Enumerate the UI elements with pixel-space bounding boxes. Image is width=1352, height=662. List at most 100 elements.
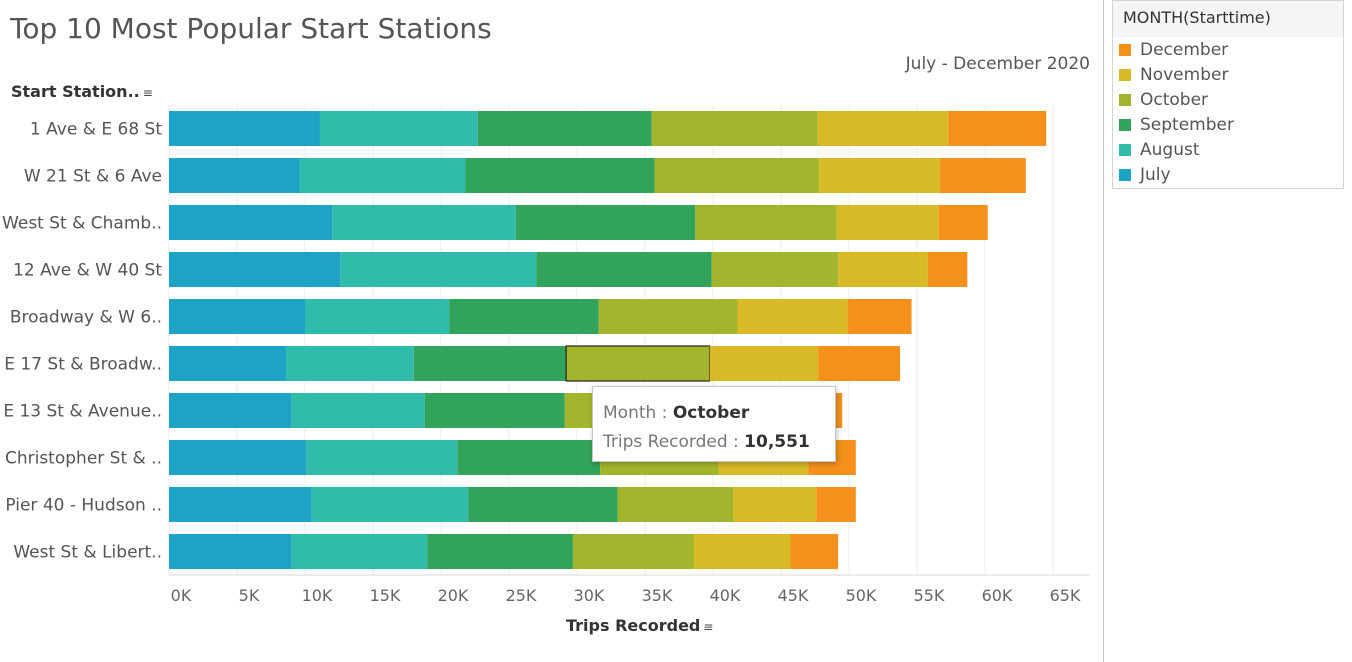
bar-segment-november[interactable] [693, 534, 791, 569]
bar-segment-december[interactable] [816, 487, 856, 522]
bar-segment-august[interactable] [311, 487, 469, 522]
bar-segment-july[interactable] [169, 299, 305, 334]
bar-segment-october[interactable] [617, 487, 734, 522]
bar-segment-september[interactable] [413, 346, 567, 381]
bar-segment-july[interactable] [169, 440, 307, 475]
bar-segment-september[interactable] [427, 534, 573, 569]
x-tick-label: 35K [642, 586, 673, 605]
bar-segment-november[interactable] [709, 346, 819, 381]
y-category-label[interactable]: West St & Chamb.. [2, 214, 162, 234]
legend-title[interactable]: MONTH(Starttime) [1113, 1, 1343, 37]
y-category-label[interactable]: 1 Ave & E 68 St [30, 120, 162, 140]
x-tick-label: 0K [171, 586, 192, 605]
bar-segment-july[interactable] [169, 111, 320, 146]
bar-segment-september[interactable] [477, 111, 652, 146]
bar-segment-december[interactable] [818, 346, 901, 381]
bar-segment-november[interactable] [819, 158, 941, 193]
bar-segment-september[interactable] [424, 393, 565, 428]
bar-segment-september[interactable] [465, 158, 655, 193]
legend-item-november[interactable]: November [1113, 62, 1343, 87]
x-tick-label: 5K [239, 586, 260, 605]
bar-segment-october[interactable] [695, 205, 837, 240]
y-category-label[interactable]: E 17 St & Broadw.. [4, 355, 162, 375]
bar-chart: 0K 5K 10K 15K 20K 25K 30K 35K 40K 45K 50K 55K 60K 65K… [2, 105, 1090, 605]
chart-subtitle: July - December 2020 [905, 54, 1090, 74]
bar-segment-july[interactable] [169, 205, 333, 240]
bar-segment-july[interactable] [169, 393, 292, 428]
legend-label: October [1140, 89, 1209, 110]
bar-segment-december[interactable] [790, 534, 839, 569]
tooltip-month-label: Month : [603, 403, 673, 423]
bar-segment-september[interactable] [515, 205, 696, 240]
bar-segment-october[interactable] [598, 299, 738, 334]
bar-segment-december[interactable] [938, 205, 988, 240]
bar-segment-october[interactable] [572, 534, 694, 569]
bar-segment-august[interactable] [319, 111, 478, 146]
legend-swatch [1119, 143, 1131, 156]
y-category-label[interactable]: E 13 St & Avenue.. [3, 402, 162, 422]
bar-segment-august[interactable] [299, 158, 466, 193]
legend-item-september[interactable]: September [1113, 112, 1343, 137]
bar-segment-august[interactable] [291, 393, 425, 428]
bar-segment-august[interactable] [306, 440, 458, 475]
y-category-label[interactable]: Broadway & W 6.. [10, 308, 162, 328]
bar-segment-october[interactable] [711, 252, 839, 287]
bar-segment-august[interactable] [285, 346, 414, 381]
legend-item-october[interactable]: October [1113, 87, 1343, 112]
bar-segment-october[interactable] [654, 158, 820, 193]
bar-segment-september[interactable] [457, 440, 601, 475]
x-tick-label: 45K [778, 586, 809, 605]
y-category-label[interactable]: W 21 St & 6 Ave [24, 167, 162, 187]
bar-segment-december[interactable] [940, 158, 1026, 193]
x-tick-label: 10K [302, 586, 333, 605]
legend-label: November [1140, 64, 1229, 85]
bar-segment-december[interactable] [948, 111, 1047, 146]
sort-icon[interactable]: ≡ [142, 86, 153, 100]
bar-segment-november[interactable] [733, 487, 817, 522]
legend-item-august[interactable]: August [1113, 137, 1343, 162]
bar-segment-november[interactable] [817, 111, 949, 146]
bar-segment-november[interactable] [836, 205, 939, 240]
bar-segment-july[interactable] [169, 534, 292, 569]
x-tick-label: 15K [370, 586, 401, 605]
bar-segment-july[interactable] [169, 252, 341, 287]
legend-swatch [1119, 68, 1131, 81]
x-tick-label: 25K [506, 586, 537, 605]
x-axis-title[interactable]: Trips Recorded ≡ [566, 616, 713, 635]
bar-segment-september[interactable] [468, 487, 618, 522]
bar-segment-august[interactable] [332, 205, 516, 240]
bar-segment-august[interactable] [291, 534, 428, 569]
y-category-label[interactable]: Christopher St & .. [5, 449, 162, 469]
x-tick-label: 55K [914, 586, 945, 605]
sort-icon[interactable]: ≡ [703, 620, 714, 634]
bar-segment-september[interactable] [449, 299, 599, 334]
bar-segment-july[interactable] [169, 158, 300, 193]
bar-segment-november[interactable] [838, 252, 928, 287]
bar-segment-october[interactable] [651, 111, 818, 146]
x-tick-label: 30K [574, 586, 605, 605]
tooltip-trips-label: Trips Recorded : [603, 432, 745, 452]
legend-item-december[interactable]: December [1113, 37, 1343, 62]
color-legend: MONTH(Starttime) December November October… [1112, 0, 1344, 189]
legend-label: July [1140, 164, 1171, 185]
x-tick-label: 20K [438, 586, 469, 605]
tooltip-trips-line: Trips Recorded : 10,551 [603, 428, 825, 457]
bar-segment-august[interactable] [340, 252, 537, 287]
legend-label: September [1140, 114, 1234, 135]
row-header-label: Start Station.. [11, 82, 140, 101]
bar-segment-october[interactable] [565, 345, 711, 382]
tooltip-trips-value: 10,551 [744, 432, 810, 452]
y-category-label[interactable]: Pier 40 - Hudson .. [5, 496, 162, 516]
y-category-label[interactable]: West St & Libert.. [13, 543, 162, 563]
row-header[interactable]: Start Station.. ≡ [11, 82, 153, 101]
bar-segment-july[interactable] [169, 346, 286, 381]
bar-segment-december[interactable] [847, 299, 912, 334]
tooltip-month-value: October [672, 403, 750, 423]
bar-segment-july[interactable] [169, 487, 312, 522]
bar-segment-september[interactable] [536, 252, 712, 287]
bar-segment-august[interactable] [305, 299, 450, 334]
bar-segment-december[interactable] [927, 252, 968, 287]
bar-segment-november[interactable] [737, 299, 848, 334]
legend-item-july[interactable]: July [1113, 162, 1343, 187]
y-category-label[interactable]: 12 Ave & W 40 St [13, 261, 162, 281]
